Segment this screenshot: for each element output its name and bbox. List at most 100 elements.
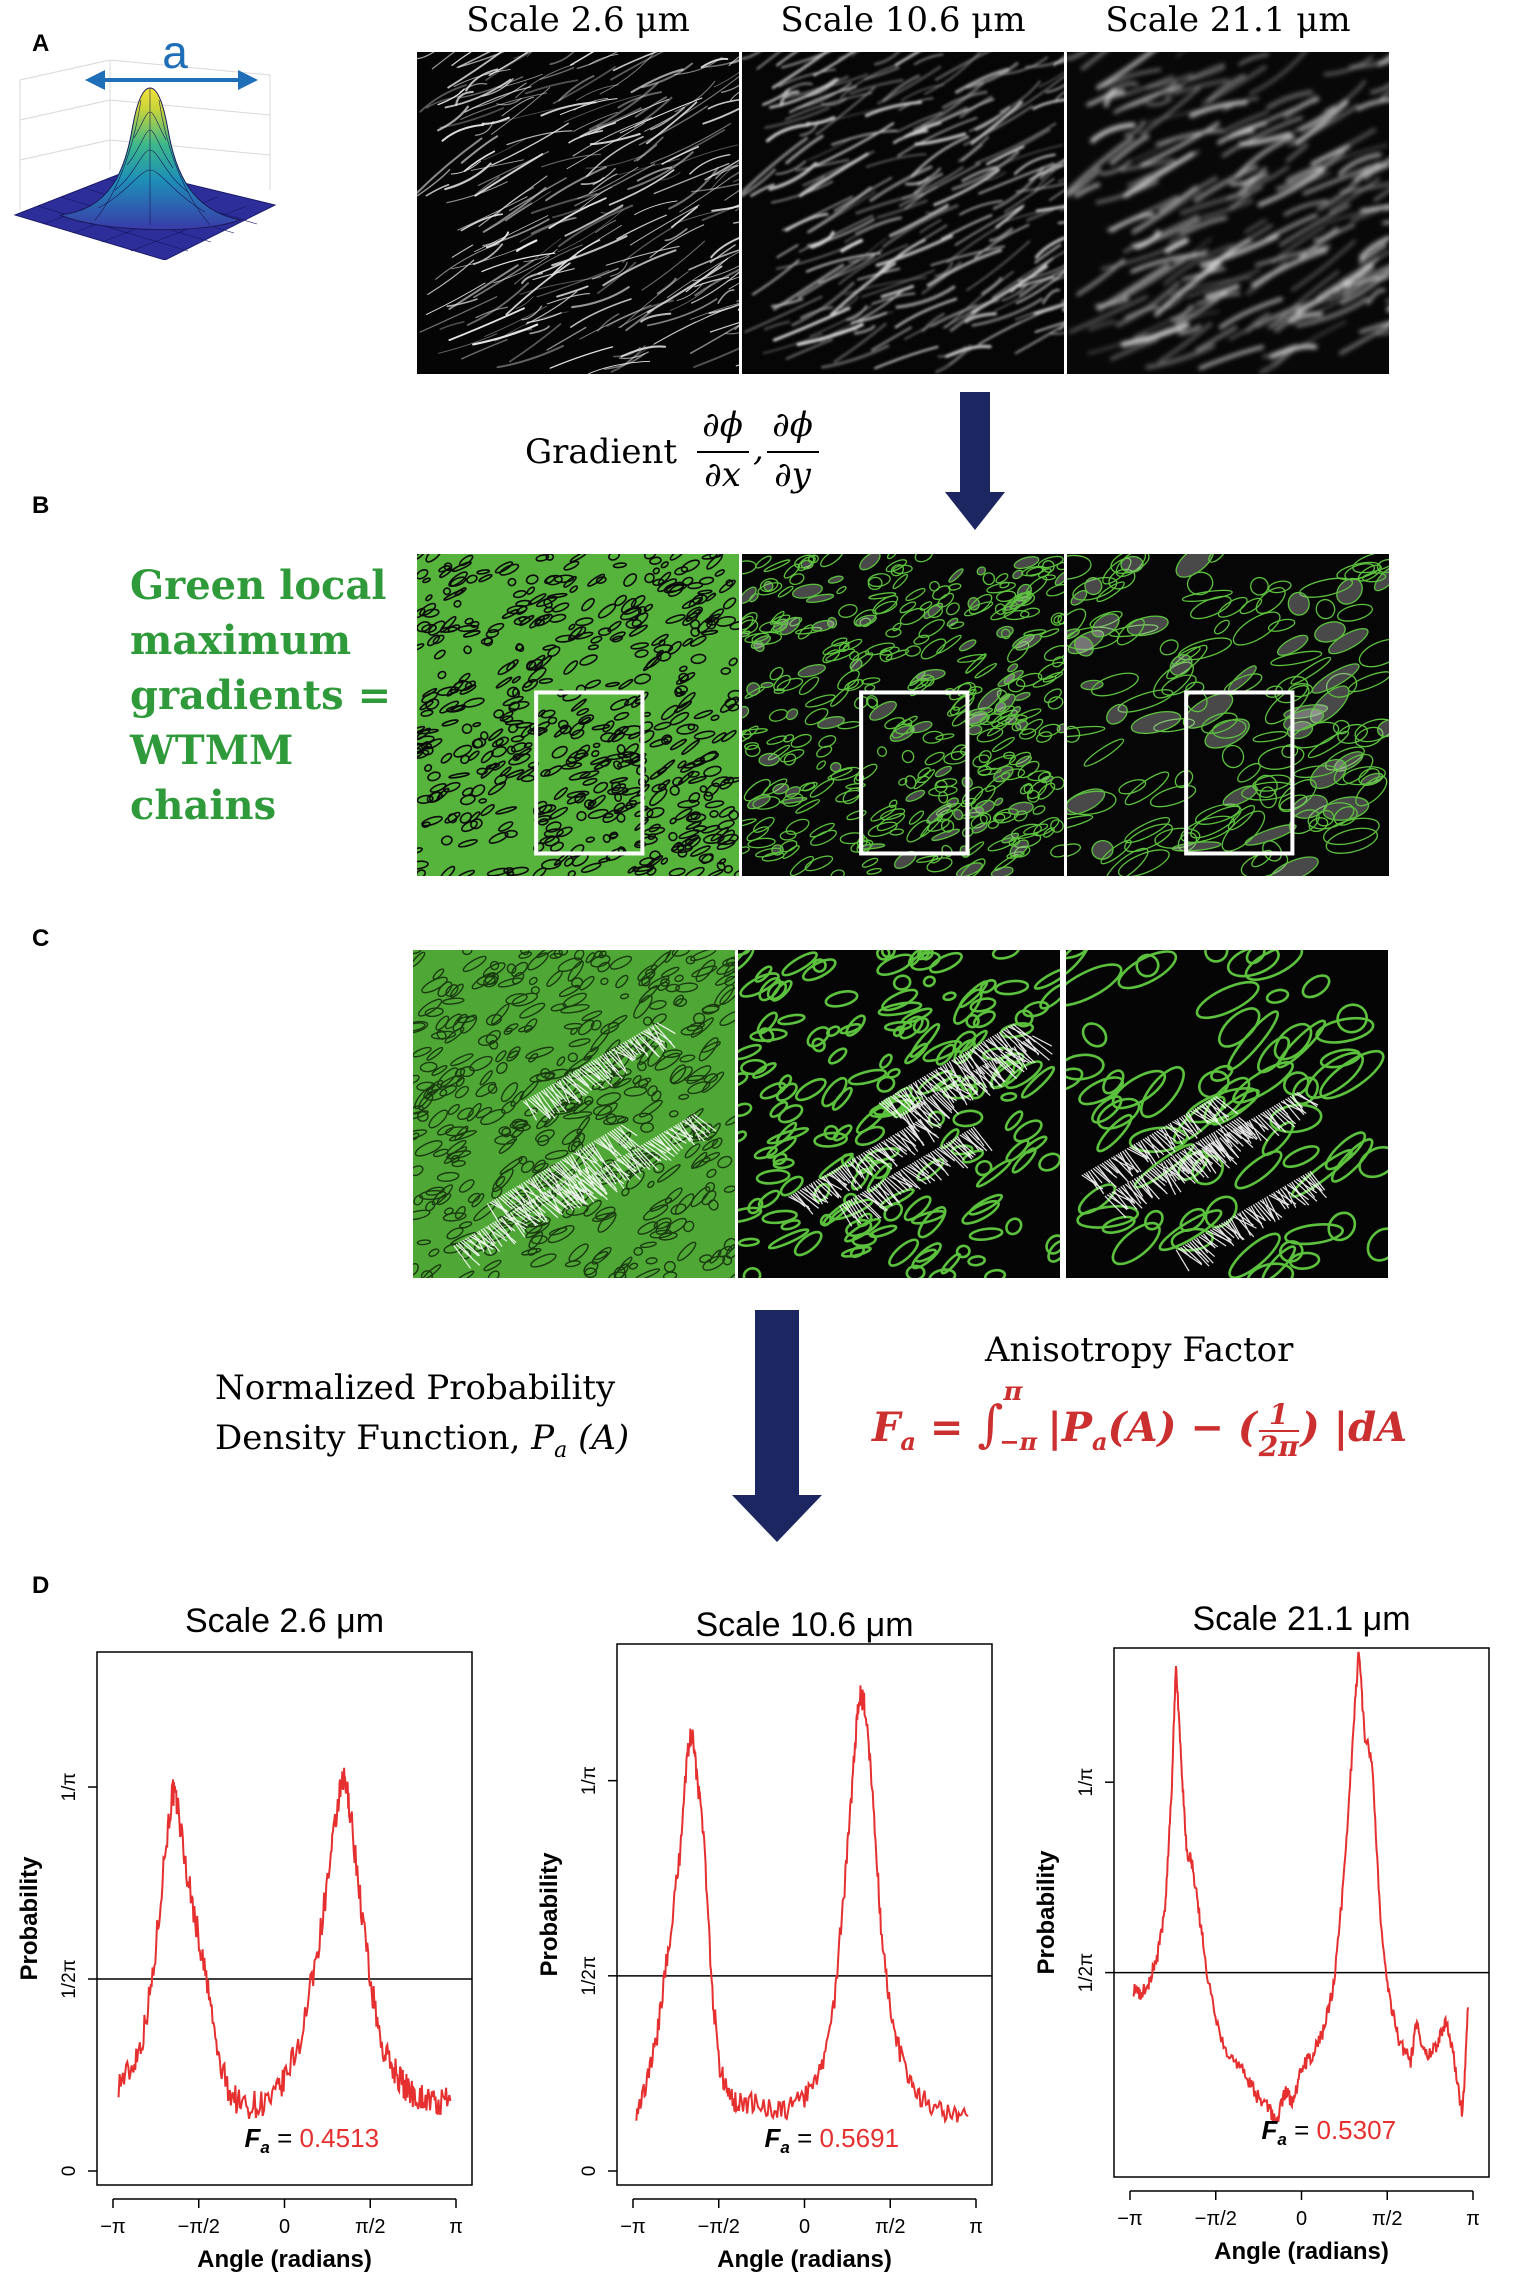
fiber-strand — [871, 292, 916, 305]
gradient-vector — [651, 1025, 665, 1049]
zoomed-chain — [1195, 980, 1260, 1020]
gradient-vector — [898, 1170, 911, 1190]
fiber-strand — [463, 150, 496, 172]
gradient-vector — [1195, 1142, 1216, 1155]
fiber-strand — [580, 186, 613, 209]
wtmm-chain — [459, 812, 472, 824]
fiber-strand — [942, 309, 976, 329]
gradient-vector — [998, 1031, 1014, 1051]
gradient-den-1: ∂x — [704, 455, 741, 495]
gradient-vector — [1001, 1030, 1018, 1046]
gradient-vector — [584, 1145, 598, 1162]
gradient-vector — [512, 1210, 528, 1223]
fiber-strand — [961, 166, 998, 183]
gradient-vector — [1174, 1119, 1194, 1136]
wtmm-chain — [1239, 597, 1263, 615]
fiber-strand — [1254, 298, 1326, 329]
fiber-strand — [1179, 215, 1229, 236]
fiber-strand — [551, 239, 601, 276]
gradient-vector — [982, 1041, 1002, 1065]
wtmm-chain — [1073, 635, 1094, 657]
wtmm-chain — [1336, 577, 1363, 605]
zoomed-chain — [1257, 1036, 1291, 1074]
wtmm-chain — [1102, 557, 1132, 585]
fiber-strand — [711, 205, 739, 212]
gradient-vector — [824, 1174, 840, 1198]
zoomed-chain — [1066, 1067, 1084, 1092]
gradient-vector — [493, 1199, 513, 1221]
wtmm-chain — [985, 754, 1016, 771]
zoomed-chain — [444, 1013, 462, 1030]
gradient-vector — [620, 1043, 637, 1060]
zoomed-chain — [695, 959, 716, 983]
fiber-strand — [750, 183, 775, 197]
fiber-strand — [930, 245, 1005, 267]
zoomed-chain — [725, 1243, 735, 1259]
wtmm-chain — [827, 575, 844, 584]
wtmm-chain — [961, 811, 981, 819]
wtmm-chain — [727, 689, 739, 701]
wtmm-chain — [827, 767, 853, 780]
gradient-vector — [1205, 1145, 1231, 1169]
zoomed-chain — [904, 1042, 929, 1065]
zoomed-chain — [845, 1218, 873, 1238]
fiber-strand — [894, 52, 921, 67]
gradient-vector — [1196, 1237, 1209, 1254]
fiber-strand — [921, 261, 962, 295]
wtmm-line-2: maximum — [130, 617, 352, 664]
gradient-vector — [1179, 1151, 1196, 1165]
wtmm-chain — [687, 770, 700, 778]
fiber-strand — [995, 205, 1024, 229]
zoomed-chain — [444, 1026, 465, 1044]
gradient-vector — [591, 1141, 606, 1164]
zoomed-chain — [600, 1022, 620, 1035]
fiber-strand — [509, 323, 562, 363]
anisotropy-formula: Fa = ∫ π −π |Pa(A) − ( 1 2π ) |dA — [872, 1377, 1407, 1485]
wtmm-chain — [1108, 568, 1136, 590]
fiber-strand — [919, 219, 942, 234]
gradient-vector — [1269, 1107, 1287, 1126]
wtmm-chain — [760, 681, 774, 689]
y-axis-label: Probability — [16, 1856, 43, 1981]
gradient-vector — [1122, 1150, 1139, 1174]
wtmm-chain — [1021, 718, 1044, 736]
fiber-strand — [460, 213, 504, 232]
gradient-vector — [538, 1091, 555, 1114]
zoomed-chain — [436, 1067, 459, 1089]
gradient-vector — [1163, 1160, 1177, 1182]
wtmm-chain — [1008, 801, 1034, 816]
zoomed-chain — [431, 1064, 448, 1076]
fiber-strand — [946, 225, 1000, 264]
fiber-strand — [1340, 270, 1389, 305]
zoomed-chain — [940, 1252, 962, 1275]
fiber-strand — [978, 162, 1055, 195]
zoomed-chain — [1234, 1150, 1283, 1190]
zoomed-chain — [634, 1268, 661, 1278]
wtmm-chain — [651, 633, 669, 647]
gradient-vector — [1149, 1134, 1173, 1157]
fraction-bar-1 — [697, 451, 749, 453]
wtmm-chain — [514, 747, 532, 760]
pdf-subscript: a — [554, 1437, 568, 1463]
wtmm-chain — [1005, 715, 1018, 726]
fiber-strand — [970, 100, 1023, 145]
wtmm-chain — [439, 700, 460, 714]
gradient-vector — [520, 1183, 534, 1207]
fiber-strand — [669, 284, 712, 311]
fiber-strand — [1035, 205, 1064, 213]
zoomed-chain — [432, 968, 445, 980]
wtmm-chain — [886, 554, 898, 560]
zoomed-chain — [706, 1168, 717, 1179]
gradient-vector — [1124, 1149, 1142, 1173]
gradient-vector — [643, 1143, 668, 1161]
fiber-strand — [521, 272, 543, 285]
wtmm-chain — [1376, 719, 1389, 738]
fiber-strand — [481, 252, 556, 273]
fiber-strand — [529, 325, 550, 335]
fiber-strand — [472, 243, 504, 266]
fiber-strand — [981, 277, 1003, 296]
zoomed-chain — [738, 1237, 760, 1247]
gradient-vector — [1234, 1214, 1255, 1238]
zoomed-chain — [917, 1069, 954, 1096]
